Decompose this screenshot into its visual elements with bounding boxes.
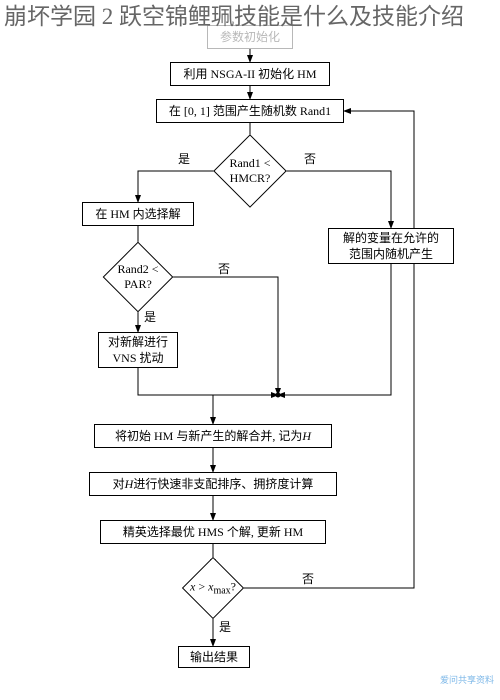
node-random-var: 解的变量在允许的 范围内随机产生 [328, 228, 454, 264]
edge-label-no-3: 否 [302, 570, 314, 587]
page-title: 崩坏学园 2 跃空锦鲤珮技能是什么及技能介绍 [4, 2, 494, 32]
node-merge: 将初始 HM 与新产生的解合并, 记为 H [94, 424, 332, 448]
flowchart-container: 参数初始化 利用 NSGA-II 初始化 HM 在 [0, 1] 范围产生随机数… [0, 0, 500, 700]
edge-label-yes-1: 是 [178, 150, 190, 167]
decision-rand2-par: Rand2 < PAR? [113, 252, 163, 302]
edge-label-no-1: 否 [304, 150, 316, 167]
node-select-hm: 在 HM 内选择解 [82, 202, 194, 226]
edge-label-yes-3: 是 [219, 618, 231, 635]
node-init-hm: 利用 NSGA-II 初始化 HM [170, 62, 330, 86]
decision-xmax: x > xmax? [191, 566, 235, 610]
edge-label-no-2: 否 [218, 260, 230, 277]
node-sort: 对 H 进行快速非支配排序、拥挤度计算 [89, 472, 337, 496]
merge-dot [276, 393, 281, 398]
watermark: 爱问共享资料 [440, 673, 494, 686]
node-vns: 对新解进行 VNS 扰动 [98, 332, 178, 368]
node-output: 输出结果 [178, 646, 250, 668]
node-elite: 精英选择最优 HMS 个解, 更新 HM [100, 520, 326, 544]
edge-label-yes-2: 是 [144, 308, 156, 325]
node-rand1: 在 [0, 1] 范围产生随机数 Rand1 [156, 99, 344, 123]
decision-rand1-hmcr: Rand1 < HMCR? [224, 145, 276, 197]
